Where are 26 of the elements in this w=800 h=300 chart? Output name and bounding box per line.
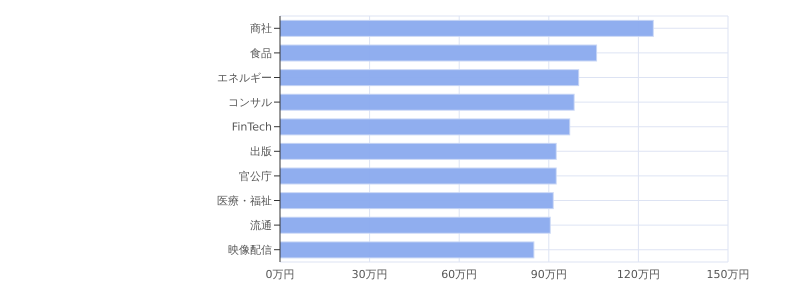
bar	[280, 241, 534, 258]
y-tick-label: エネルギー	[217, 71, 272, 84]
y-tick-label: 流通	[250, 219, 272, 232]
bar	[280, 94, 575, 111]
bar	[280, 44, 598, 62]
bar	[280, 168, 557, 185]
y-tick-label: 官公庁	[239, 170, 272, 183]
y-tick-label: 映像配信	[228, 244, 272, 257]
bar	[280, 118, 570, 136]
x-tick-label: 90万円	[530, 268, 567, 281]
bar	[280, 192, 554, 210]
y-tick-label: 医療・福祉	[217, 194, 272, 208]
y-tick-label: FinTech	[232, 120, 272, 134]
x-tick-label: 150万円	[706, 268, 750, 281]
bar	[280, 142, 557, 160]
bar	[280, 20, 654, 37]
bar	[280, 216, 551, 234]
x-tick-label: 0万円	[266, 268, 294, 281]
y-tick-label: 商社	[250, 22, 272, 36]
x-tick-label: 120万円	[616, 268, 660, 281]
y-tick-label: コンサル	[228, 96, 272, 110]
y-tick-label: 食品	[250, 46, 272, 60]
bar	[280, 69, 580, 86]
y-tick-label: 出版	[250, 145, 272, 158]
x-tick-label: 30万円	[352, 268, 388, 281]
x-tick-label: 60万円	[441, 268, 478, 281]
